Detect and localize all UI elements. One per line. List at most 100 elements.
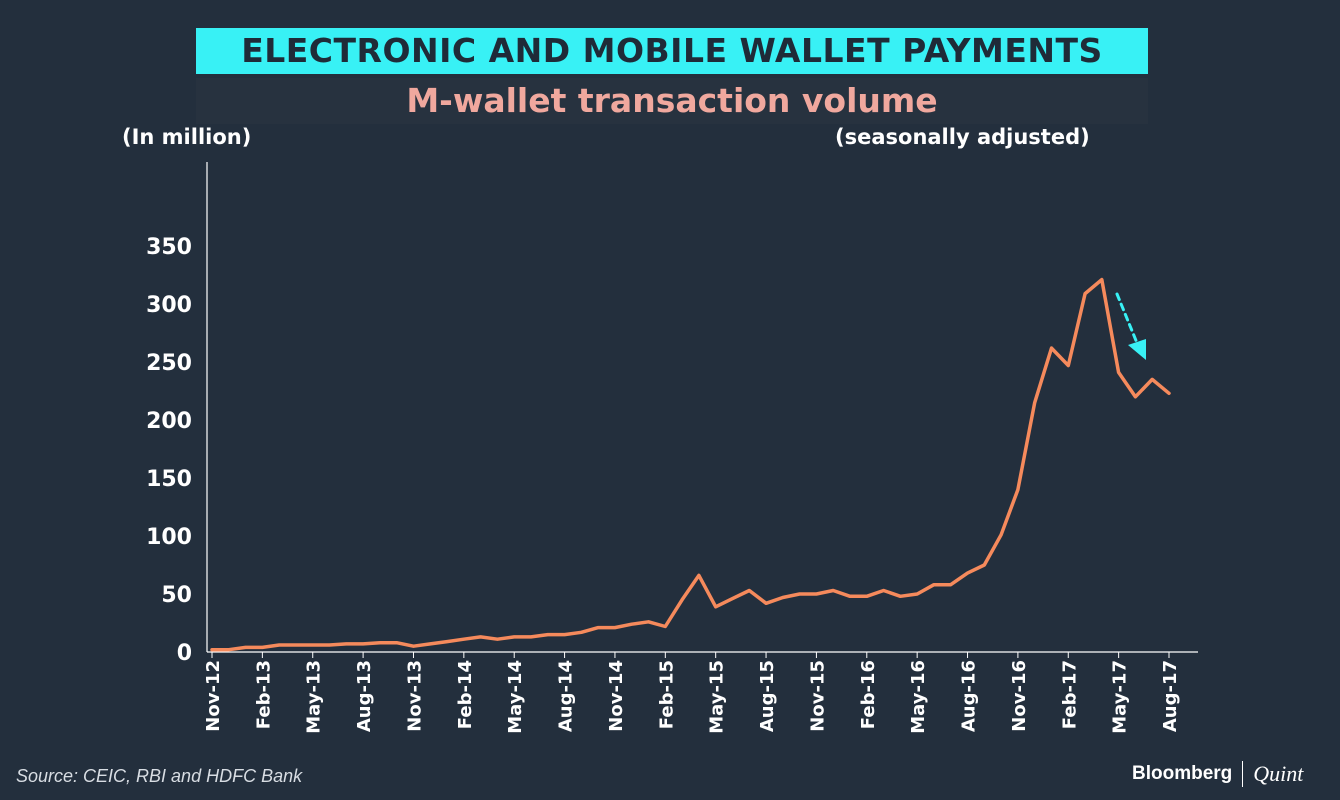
data-point: [915, 592, 919, 596]
data-point: [983, 563, 986, 567]
data-point: [1117, 371, 1120, 374]
chart-title: ELECTRONIC AND MOBILE WALLET PAYMENTS: [196, 28, 1148, 74]
line-chart: 0 50 100 150 200 250 300 350 Nov-12 Feb-13 May-13…: [146, 162, 1198, 734]
x-tick-label: Nov-12: [203, 660, 224, 732]
data-point: [412, 645, 415, 648]
data-point: [781, 596, 785, 599]
x-tick-label: May-13: [304, 660, 325, 734]
data-point: [798, 592, 801, 596]
bloomberg-logo-text: Bloomberg: [1132, 763, 1233, 784]
data-point: [513, 635, 516, 639]
data-point: [1067, 364, 1070, 367]
data-point: [899, 595, 902, 598]
x-tick-label: May-17: [1110, 660, 1131, 734]
x-axis-ticks: Nov-12 Feb-13 May-13 Aug-13 Nov-13 Feb-14 May-…: [203, 652, 1181, 734]
data-point: [932, 583, 936, 586]
y-axis-ticks: 0 50 100 150 200 250 300 350: [146, 235, 192, 666]
x-tick-label: Aug-13: [354, 660, 375, 732]
data-point: [630, 622, 633, 626]
data-point: [328, 643, 331, 647]
data-point: [311, 643, 314, 647]
data-point: [479, 635, 482, 639]
data-point: [361, 642, 365, 646]
y-tick-label: 100: [146, 525, 192, 550]
data-point: [345, 642, 348, 646]
data-point: [462, 638, 466, 641]
y-tick-label: 150: [146, 467, 192, 492]
data-point: [227, 648, 230, 651]
source-note: Source: CEIC, RBI and HDFC Bank: [16, 766, 303, 786]
data-point: [815, 592, 818, 596]
x-tick-label: Nov-15: [807, 660, 828, 732]
data-point: [529, 635, 533, 639]
chart-annotation: [1115, 292, 1146, 360]
y-tick-label: 0: [177, 641, 192, 666]
data-point: [1033, 401, 1036, 404]
data-point: [999, 533, 1003, 537]
data-point: [764, 602, 768, 605]
data-point: [378, 641, 382, 644]
data-point: [1083, 292, 1087, 295]
x-tick-label: Nov-16: [1009, 660, 1030, 732]
data-point: [680, 598, 684, 601]
trend-arrow-head: [1128, 339, 1146, 360]
series-line: [210, 277, 1171, 652]
data-point: [210, 648, 214, 651]
data-point: [1050, 346, 1053, 350]
x-tick-label: Feb-14: [455, 660, 476, 729]
x-tick-label: Aug-17: [1160, 660, 1181, 732]
x-tick-label: May-16: [908, 660, 929, 734]
data-point: [832, 589, 835, 592]
data-point: [949, 583, 952, 586]
data-point: [966, 571, 969, 575]
data-point: [1167, 392, 1171, 395]
x-tick-label: May-14: [505, 660, 526, 734]
trend-arrow-shaft: [1115, 292, 1139, 345]
data-point: [731, 597, 734, 600]
publisher-logo: Bloomberg Quint: [1132, 760, 1303, 788]
data-point: [496, 638, 499, 641]
data-point: [563, 633, 566, 636]
x-tick-label: May-15: [707, 660, 728, 734]
chart-subtitle: M-wallet transaction volume: [196, 78, 1148, 124]
data-point: [429, 642, 432, 646]
y-tick-label: 300: [146, 293, 192, 318]
x-tick-label: Aug-14: [556, 660, 577, 732]
data-point: [261, 646, 264, 649]
x-tick-label: Feb-15: [656, 660, 677, 729]
data-point: [714, 605, 717, 608]
data-point: [546, 633, 549, 636]
data-point: [244, 646, 247, 649]
y-tick-label: 250: [146, 351, 192, 376]
data-point: [848, 595, 852, 598]
adjustment-note: (seasonally adjusted): [835, 125, 1090, 149]
data-point: [865, 595, 868, 598]
data-point: [445, 640, 449, 643]
x-tick-label: Nov-13: [404, 660, 425, 732]
data-point: [1100, 278, 1104, 281]
data-point: [1134, 395, 1137, 398]
x-tick-label: Aug-15: [757, 660, 778, 732]
data-point: [277, 643, 281, 647]
data-point: [647, 620, 650, 624]
y-tick-label: 50: [161, 583, 192, 608]
quint-logo-text: Quint: [1253, 761, 1304, 786]
chart-axes: [206, 162, 1198, 653]
x-tick-label: Feb-13: [253, 660, 274, 729]
logo-divider: [1242, 761, 1244, 787]
data-point: [697, 574, 701, 577]
x-tick-label: Aug-16: [959, 660, 980, 732]
unit-label: (In million): [122, 125, 252, 149]
data-point: [882, 589, 885, 592]
x-tick-label: Feb-16: [858, 660, 879, 729]
chart-series: [210, 277, 1171, 652]
data-point: [1016, 488, 1020, 491]
data-point: [580, 631, 583, 634]
data-point: [1151, 378, 1154, 381]
x-tick-label: Nov-14: [606, 660, 627, 732]
y-tick-label: 200: [146, 409, 192, 434]
y-tick-label: 350: [146, 235, 192, 260]
data-point: [596, 626, 600, 629]
data-point: [613, 626, 617, 629]
data-point: [748, 589, 751, 592]
